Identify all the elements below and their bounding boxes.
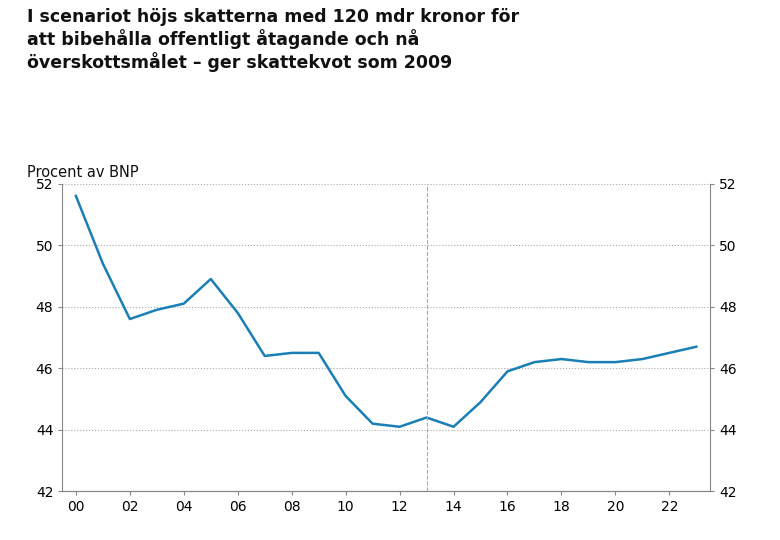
- Text: I scenariot höjs skatterna med 120 mdr kronor för
att bibehålla offentligt åtaga: I scenariot höjs skatterna med 120 mdr k…: [27, 8, 519, 72]
- Text: Procent av BNP: Procent av BNP: [27, 165, 139, 180]
